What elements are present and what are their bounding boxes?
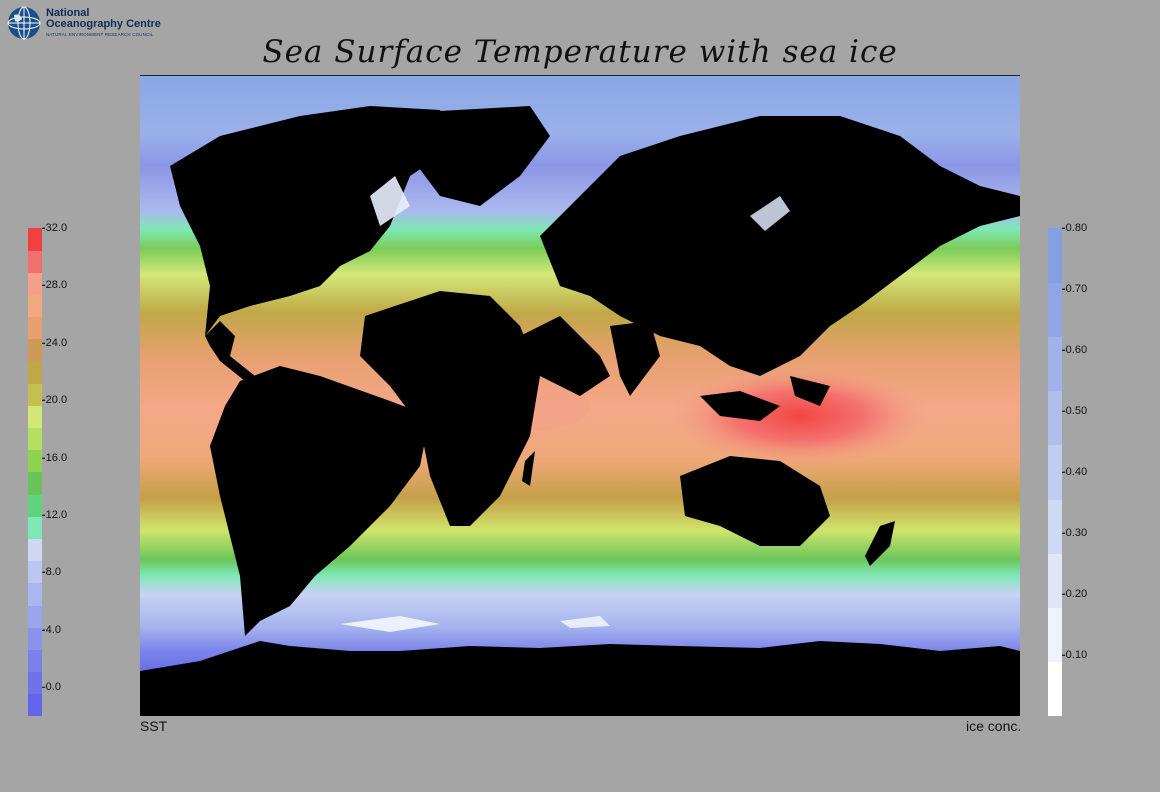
colorbar-tick — [1062, 228, 1065, 229]
colorbar-tick — [1062, 289, 1065, 290]
logo-subtitle: NATURAL ENVIRONMENT RESEARCH COUNCIL — [46, 32, 154, 37]
colorbar-segment — [28, 605, 42, 628]
sst-map — [140, 76, 1020, 716]
colorbar-tick — [1062, 472, 1065, 473]
colorbar-segment — [28, 627, 42, 650]
colorbar-tick — [1062, 411, 1065, 412]
colorbar-segment — [28, 294, 42, 318]
colorbar-tick-label: -4.0 — [42, 623, 61, 636]
colorbar-tick-label: -0.40 — [1062, 466, 1088, 478]
colorbar-tick-label: -28.0 — [42, 279, 68, 292]
colorbar-tick — [42, 687, 45, 689]
logo-line1: National — [46, 7, 90, 19]
colorbar-segment — [28, 228, 42, 251]
colorbar-segment — [1048, 661, 1062, 717]
colorbar-segment — [28, 472, 42, 495]
colorbar-segment — [28, 316, 42, 340]
colorbar-tick-label: -0.20 — [1062, 588, 1088, 600]
noc-logo: National Oceanography Centre NATURAL ENV… — [6, 5, 176, 41]
colorbar-segment — [1048, 553, 1062, 609]
sst-colorbar — [28, 228, 42, 717]
ice-colorbar — [1048, 228, 1062, 717]
colorbar-tick — [1062, 594, 1065, 595]
colorbar-tick-label: -12.0 — [42, 509, 68, 522]
ice-footer-label: ice conc. — [966, 718, 1022, 734]
colorbar-segment — [28, 338, 42, 362]
colorbar-tick — [1062, 350, 1065, 351]
colorbar-tick — [42, 400, 45, 402]
world-map — [140, 76, 1020, 716]
colorbar-tick — [42, 629, 45, 631]
colorbar-tick — [42, 285, 45, 287]
sst-footer-label: SST — [140, 718, 168, 734]
colorbar-segment — [1048, 499, 1062, 554]
ice-colorbar-labels: -0.80 -0.70 -0.60 -0.50 -0.40 -0.30 -0.20 -0.10 — [1062, 222, 1122, 716]
colorbar-tick-label: -0.10 — [1062, 649, 1088, 661]
sst-colorbar-labels: -32.0 -28.0 -24.0 -20.0 -16.0 -12.0 -8.0 -4.0 -0… — [42, 222, 102, 716]
colorbar-tick-label: -24.0 — [42, 336, 68, 349]
colorbar-tick-label: -0.30 — [1062, 527, 1088, 539]
colorbar-tick-label: -8.0 — [42, 566, 61, 579]
colorbar-tick — [1062, 533, 1065, 534]
colorbar-segment — [28, 361, 42, 384]
colorbar-segment — [1048, 607, 1062, 663]
colorbar-segment — [28, 560, 42, 584]
colorbar-segment — [1048, 336, 1062, 392]
colorbar-tick-label: -0.50 — [1062, 405, 1088, 417]
colorbar-tick-label: -16.0 — [42, 451, 68, 464]
colorbar-segment — [28, 272, 42, 296]
colorbar-tick — [42, 457, 45, 459]
colorbar-segment — [28, 405, 42, 429]
colorbar-segment — [28, 582, 42, 606]
globe-icon — [7, 6, 41, 40]
colorbar-segment — [28, 449, 42, 473]
colorbar-segment — [28, 671, 42, 695]
colorbar-tick-label: -0.70 — [1062, 283, 1088, 295]
colorbar-tick-label: -0.0 — [42, 681, 61, 694]
colorbar-tick — [1062, 655, 1065, 656]
colorbar-segment — [1048, 228, 1062, 283]
colorbar-tick — [42, 342, 45, 344]
colorbar-tick-label: -20.0 — [42, 394, 68, 407]
colorbar-tick-label: -0.80 — [1062, 222, 1088, 234]
colorbar-tick-label: -0.60 — [1062, 344, 1088, 356]
colorbar-segment — [28, 250, 42, 273]
colorbar-segment — [28, 516, 42, 540]
colorbar-segment — [28, 427, 42, 451]
map-border — [140, 75, 1020, 76]
colorbar-tick-label: -32.0 — [42, 222, 68, 234]
colorbar-segment — [1048, 444, 1062, 500]
colorbar-tick — [42, 228, 45, 229]
map-title: Sea Surface Temperature with sea ice — [262, 34, 898, 70]
colorbar-segment — [28, 538, 42, 562]
colorbar-segment — [28, 494, 42, 517]
colorbar-segment — [28, 383, 42, 406]
colorbar-tick — [42, 572, 45, 574]
logo-line2: Oceanography Centre — [46, 18, 161, 30]
colorbar-tick — [42, 515, 45, 517]
colorbar-segment — [1048, 282, 1062, 337]
colorbar-segment — [28, 693, 42, 717]
colorbar-segment — [1048, 390, 1062, 446]
colorbar-segment — [28, 649, 42, 673]
